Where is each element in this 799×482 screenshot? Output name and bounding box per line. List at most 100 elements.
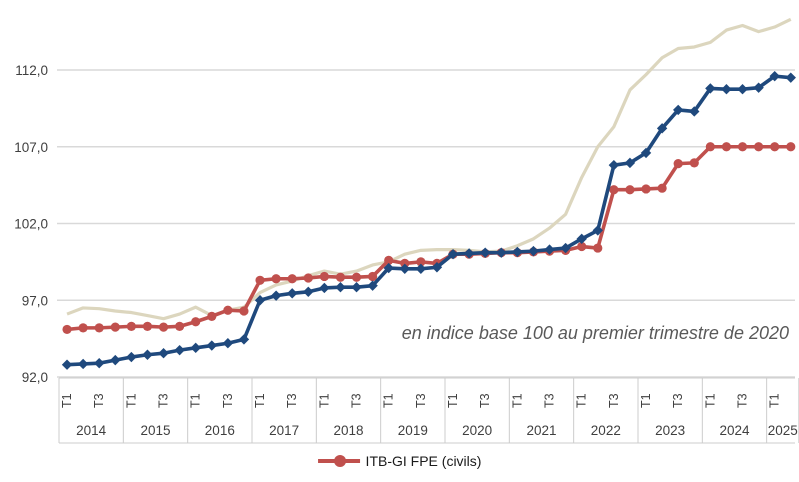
year-label: 2023 — [655, 423, 685, 438]
data-point-diamond — [705, 83, 716, 94]
data-point-circle — [158, 322, 169, 332]
x-axis-quarter-labels: T1 T3 T1 T3 T1 T3 T1 T3 T1 T3 T1 T3 T1 T3 T1 T3 T1 T3 T1 T3… — [60, 393, 782, 408]
quarter-tick-label: T1 — [768, 393, 782, 408]
data-point-diamond — [254, 295, 266, 306]
data-point-diamond — [512, 246, 523, 258]
data-point-diamond — [689, 106, 700, 117]
data-point-circle — [271, 274, 281, 284]
y-tick-label: 92,0 — [22, 370, 48, 385]
data-point-diamond — [463, 248, 475, 259]
data-point-diamond — [656, 123, 668, 134]
data-point-circle — [786, 142, 796, 152]
data-point-circle — [593, 243, 603, 253]
data-point-circle — [287, 274, 297, 284]
data-point-diamond — [769, 70, 780, 82]
data-point-circle — [126, 321, 136, 331]
data-point-circle — [721, 142, 732, 152]
data-point-diamond — [479, 247, 491, 258]
legend-line-marker-icon — [317, 455, 360, 467]
dark-blue-line-path — [66, 74, 791, 367]
itb-gi-fpe-civils-line — [62, 142, 796, 335]
beige-reference-line — [66, 17, 792, 321]
data-point-diamond — [737, 83, 748, 95]
data-point-diamond — [287, 288, 298, 299]
data-point-diamond — [447, 249, 459, 260]
data-point-diamond — [142, 349, 153, 360]
year-label: 2018 — [333, 423, 363, 438]
data-point-circle — [368, 271, 378, 282]
data-point-circle — [416, 257, 426, 267]
quarter-tick-label: T1 — [317, 393, 331, 408]
data-point-diamond — [415, 263, 427, 274]
x-axis-year-labels: 2014 2015 2016 2017 2018 2019 2020 2021 2022 2023… — [76, 423, 798, 438]
quarter-tick-label: T3 — [543, 393, 557, 408]
x-axis-frame — [58, 377, 799, 444]
data-point-circle — [641, 184, 651, 194]
year-label: 2021 — [526, 423, 556, 438]
quarter-tick-label: T3 — [221, 393, 235, 408]
data-point-diamond — [431, 262, 443, 273]
data-point-circle — [351, 272, 362, 282]
year-label: 2016 — [205, 423, 235, 438]
data-point-diamond — [238, 334, 250, 345]
data-point-diamond — [576, 233, 587, 245]
y-tick-label: 112,0 — [15, 63, 48, 78]
data-point-diamond — [206, 340, 217, 351]
data-point-circle — [319, 271, 329, 282]
quarter-tick-label: T3 — [157, 393, 171, 408]
data-point-circle — [223, 305, 233, 315]
data-point-diamond — [721, 83, 732, 95]
data-point-diamond — [335, 282, 346, 293]
year-label: 2019 — [398, 423, 428, 438]
data-point-diamond — [608, 159, 620, 171]
quarter-tick-label: T3 — [478, 393, 492, 408]
data-point-diamond — [61, 359, 73, 370]
data-point-diamond — [77, 358, 89, 370]
quarter-tick-label: T1 — [703, 393, 717, 408]
quarter-tick-label: T1 — [189, 393, 203, 408]
y-axis-tick-labels: 92,0 97,0 102,0 107,0 112,0 — [14, 63, 48, 385]
quarter-tick-label: T3 — [607, 393, 621, 408]
itb-gi-fpe-civils-line-path — [66, 144, 791, 332]
data-point-circle — [705, 142, 715, 152]
data-point-circle — [239, 306, 249, 316]
data-point-circle — [689, 158, 699, 168]
y-tick-label: 107,0 — [14, 140, 48, 155]
data-point-diamond — [110, 354, 121, 366]
year-label: 2017 — [269, 423, 299, 438]
year-label: 2024 — [719, 423, 750, 438]
data-point-diamond — [94, 357, 105, 369]
quarter-tick-label: T1 — [382, 393, 396, 408]
chart-annotation: en indice base 100 au premier trimestre … — [401, 323, 789, 343]
data-point-diamond — [496, 247, 507, 258]
data-point-diamond — [544, 244, 555, 255]
data-point-diamond — [367, 280, 378, 291]
data-point-diamond — [785, 72, 796, 83]
data-point-circle — [62, 324, 72, 335]
data-point-diamond — [640, 147, 652, 159]
data-point-circle — [142, 321, 153, 331]
year-label: 2015 — [140, 423, 170, 438]
data-point-circle — [770, 142, 780, 152]
data-point-circle — [94, 323, 104, 333]
quarter-tick-label: T3 — [414, 393, 428, 408]
legend-label: ITB-GI FPE (civils) — [365, 453, 482, 469]
data-point-circle — [609, 185, 619, 195]
beige-reference-line-path — [66, 17, 792, 321]
y-tick-label: 97,0 — [22, 293, 48, 308]
data-point-diamond — [672, 104, 684, 116]
data-point-diamond — [528, 245, 539, 257]
data-point-diamond — [174, 344, 185, 356]
data-point-circle — [625, 185, 635, 195]
chart-legend: ITB-GI FPE (civils) — [317, 453, 482, 469]
dark-blue-line — [61, 70, 796, 370]
data-point-diamond — [560, 242, 571, 254]
gridlines — [57, 69, 795, 378]
quarter-tick-label: T3 — [285, 393, 299, 408]
data-point-circle — [657, 183, 667, 193]
quarter-tick-label: T1 — [124, 393, 138, 408]
data-point-diamond — [270, 290, 282, 301]
year-label: 2022 — [591, 423, 621, 438]
data-point-circle — [207, 311, 217, 321]
